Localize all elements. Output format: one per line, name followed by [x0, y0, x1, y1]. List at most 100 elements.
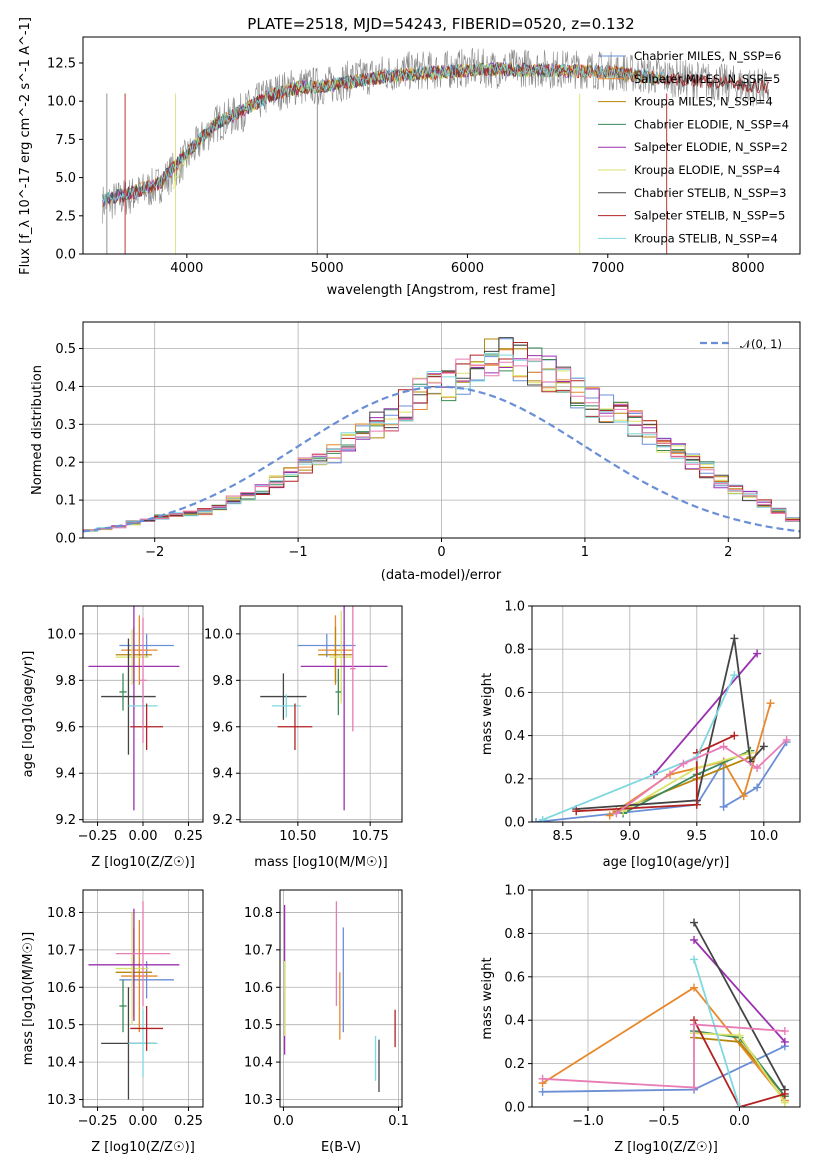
axes-frame	[239, 605, 403, 823]
series-point-marker	[532, 818, 541, 822]
legend-entry: Salpeter MILES, N_SSP=5	[634, 72, 780, 86]
legend-entry: Kroupa STELIB, N_SSP=4	[634, 231, 778, 245]
x-axis-label: wavelength [Angstrom, rest frame]	[327, 283, 556, 298]
mass-weight-series-line	[576, 734, 735, 813]
x-tick-label: 1	[581, 545, 589, 560]
x-tick-label: −1.0	[572, 1114, 604, 1129]
x-tick-label: 4000	[170, 261, 203, 276]
y-tick-label: 12.5	[47, 56, 76, 71]
y-axis-label: mass weight	[480, 957, 495, 1039]
legend-entry: Chabrier STELIB, N_SSP=3	[634, 186, 786, 200]
legend-entry: Chabrier ELODIE, N_SSP=4	[634, 117, 789, 131]
panel-1: Chabrier MILES, N_SSP=6 Salpeter MILES, N…	[79, 36, 801, 258]
model-series-line	[102, 62, 665, 207]
mass-weight-series-line	[535, 741, 788, 822]
y-tick-label: 1.0	[504, 600, 525, 615]
x-tick-label: 0.00	[129, 1114, 158, 1129]
x-axis-label: E(B-V)	[321, 1140, 361, 1155]
y-tick-label: 7.5	[55, 133, 76, 148]
x-axis-label: mass [log10(M/M☉)]	[254, 855, 387, 870]
series-point-marker	[572, 807, 581, 816]
series-point-marker	[780, 1027, 789, 1036]
plot-area	[102, 47, 770, 254]
series-point-marker	[780, 1037, 789, 1046]
y-tick-label: 0.8	[504, 927, 525, 942]
x-tick-label: −0.25	[78, 1114, 118, 1129]
series-point-marker	[538, 1074, 547, 1083]
y-tick-label: 10.3	[244, 1093, 273, 1108]
mass-weight-series-line	[693, 939, 786, 1043]
y-axis-label: Normed distribution	[30, 365, 45, 495]
series-point-marker	[782, 735, 791, 744]
y-tick-label: 9.6	[212, 720, 233, 735]
x-tick-label: 0.0	[273, 1114, 294, 1129]
y-tick-label: 2.5	[55, 209, 76, 224]
mass-weight-series-line	[693, 959, 741, 1107]
x-tick-label: 0.25	[174, 1114, 203, 1129]
plot-area	[83, 337, 800, 533]
x-tick-label: −1	[289, 545, 308, 560]
series-point-marker	[753, 783, 762, 792]
y-tick-label: 10.4	[47, 1056, 76, 1071]
y-tick-label: 1.0	[504, 884, 525, 899]
panel-8	[528, 889, 801, 1111]
y-axis-label: Flux [f_λ 10^-17 erg cm^-2 s^-1 A^-1]	[18, 17, 33, 275]
y-tick-label: 10.3	[47, 1093, 76, 1108]
series-point-marker	[690, 918, 699, 927]
plot-area	[88, 901, 180, 1100]
series-point-marker	[753, 764, 762, 772]
series-point-marker	[605, 811, 614, 820]
x-tick-label: 9.5	[686, 829, 707, 844]
plot-area	[88, 606, 180, 811]
series-point-marker	[690, 1083, 699, 1092]
x-tick-label: 10.0	[749, 829, 778, 844]
axes-frame	[531, 889, 801, 1108]
series-point-marker	[679, 759, 688, 768]
axes-frame	[531, 605, 801, 823]
y-tick-label: 0.2	[504, 772, 525, 787]
x-axis-label: age [log10(age/yr)]	[603, 855, 730, 870]
y-tick-label: 0.0	[504, 816, 525, 831]
y-tick-label: 10.8	[47, 906, 76, 921]
x-tick-label: 8.5	[552, 829, 573, 844]
y-tick-label: 0.2	[55, 456, 76, 471]
y-tick-label: 10.8	[244, 906, 273, 921]
series-point-marker	[735, 1103, 744, 1107]
y-tick-label: 0.6	[504, 970, 525, 985]
gaussian-reference-curve	[83, 385, 800, 533]
series-point-marker	[730, 671, 739, 680]
y-tick-label: 10.4	[244, 1056, 273, 1071]
y-tick-label: 0.1	[55, 494, 76, 509]
legend-entry: 𝒩(0, 1)	[740, 337, 782, 351]
x-axis-label: Z [log10(Z/Z☉)]	[91, 1140, 195, 1155]
y-tick-label: 10.7	[47, 943, 76, 958]
x-axis-label: Z [log10(Z/Z☉)]	[91, 855, 195, 870]
panel-6	[79, 889, 204, 1111]
y-axis-label: mass weight	[480, 673, 495, 755]
plot-area	[532, 634, 791, 822]
legend-entry: Salpeter ELODIE, N_SSP=2	[634, 140, 788, 154]
legend-entry: Chabrier MILES, N_SSP=6	[634, 49, 781, 63]
y-tick-label: 10.5	[244, 1018, 273, 1033]
y-tick-label: 9.8	[212, 674, 233, 689]
series-point-marker	[538, 815, 547, 822]
legend-entry: Salpeter STELIB, N_SSP=5	[634, 209, 785, 223]
series-point-marker	[612, 809, 621, 818]
panel-5	[528, 605, 801, 826]
series-point-marker	[719, 742, 728, 751]
x-tick-label: 2	[724, 545, 732, 560]
panel-3	[79, 605, 204, 826]
plot-area	[538, 918, 789, 1107]
series-point-marker	[690, 935, 699, 944]
model-series-line	[123, 61, 770, 203]
y-tick-label: 9.2	[212, 813, 233, 828]
legend-entry: Kroupa ELODIE, N_SSP=4	[634, 163, 780, 177]
x-tick-label: 0.00	[129, 829, 158, 844]
y-tick-label: 5.0	[55, 171, 76, 186]
y-axis-label: age [log10(age/yr)]	[21, 651, 36, 778]
x-tick-label: −0.5	[648, 1114, 680, 1129]
y-tick-label: 10.0	[47, 95, 76, 110]
y-tick-label: 10.0	[47, 627, 76, 642]
series-point-marker	[690, 1020, 699, 1029]
mass-weight-series-line	[653, 652, 758, 776]
